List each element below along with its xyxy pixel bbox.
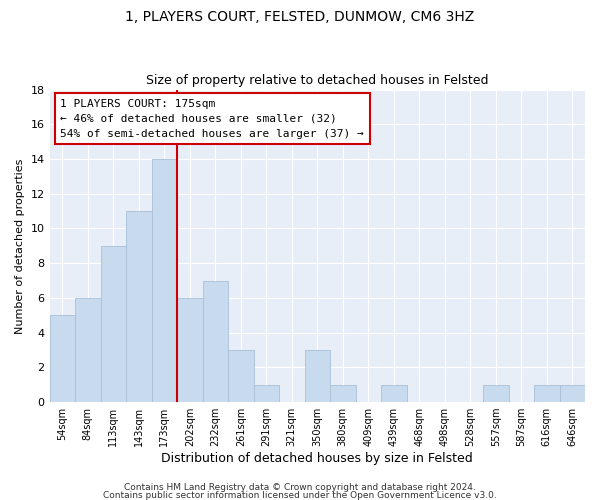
Bar bbox=[560, 384, 585, 402]
Bar bbox=[534, 384, 560, 402]
Text: 1, PLAYERS COURT, FELSTED, DUNMOW, CM6 3HZ: 1, PLAYERS COURT, FELSTED, DUNMOW, CM6 3… bbox=[125, 10, 475, 24]
Bar bbox=[177, 298, 203, 402]
Bar bbox=[203, 280, 228, 402]
Bar bbox=[483, 384, 509, 402]
Bar bbox=[152, 159, 177, 402]
Bar bbox=[101, 246, 126, 402]
Bar bbox=[254, 384, 279, 402]
Text: Contains public sector information licensed under the Open Government Licence v3: Contains public sector information licen… bbox=[103, 490, 497, 500]
Y-axis label: Number of detached properties: Number of detached properties bbox=[15, 158, 25, 334]
Text: Contains HM Land Registry data © Crown copyright and database right 2024.: Contains HM Land Registry data © Crown c… bbox=[124, 483, 476, 492]
Bar bbox=[305, 350, 330, 402]
Bar bbox=[75, 298, 101, 402]
Bar bbox=[330, 384, 356, 402]
X-axis label: Distribution of detached houses by size in Felsted: Distribution of detached houses by size … bbox=[161, 452, 473, 465]
Title: Size of property relative to detached houses in Felsted: Size of property relative to detached ho… bbox=[146, 74, 488, 87]
Text: 1 PLAYERS COURT: 175sqm
← 46% of detached houses are smaller (32)
54% of semi-de: 1 PLAYERS COURT: 175sqm ← 46% of detache… bbox=[60, 99, 364, 138]
Bar bbox=[126, 211, 152, 402]
Bar bbox=[228, 350, 254, 402]
Bar bbox=[50, 316, 75, 402]
Bar bbox=[381, 384, 407, 402]
